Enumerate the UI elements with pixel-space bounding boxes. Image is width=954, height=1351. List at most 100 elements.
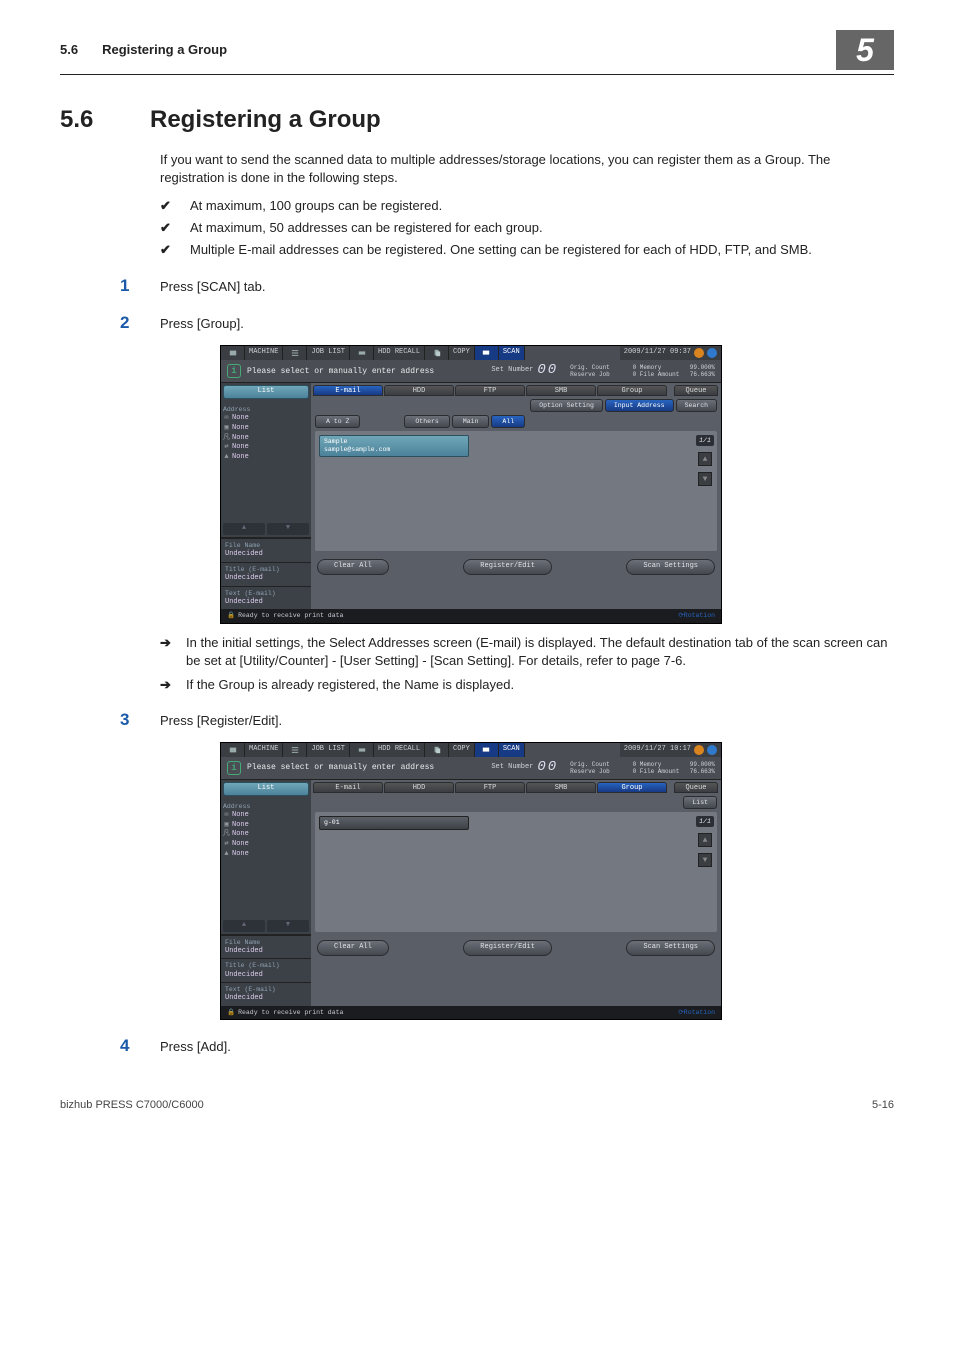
file-name-value: Undecided: [225, 550, 307, 560]
dest-tab-queue[interactable]: Queue: [674, 782, 718, 793]
clear-all-button[interactable]: Clear All: [317, 559, 389, 575]
smb-icon: ⇄: [223, 840, 230, 850]
addr-line: ✉None: [223, 414, 309, 424]
tab-copy-icon[interactable]: [425, 743, 449, 757]
group-list-button[interactable]: List: [683, 796, 717, 809]
help-orange-icon[interactable]: [694, 348, 704, 358]
dest-tab-smb[interactable]: SMB: [526, 385, 596, 396]
tab-scan[interactable]: SCAN: [499, 743, 525, 757]
list-button[interactable]: List: [223, 782, 309, 796]
help-blue-icon[interactable]: [707, 745, 717, 755]
dest-tab-email[interactable]: E-mail: [313, 782, 383, 793]
status-bar: 🔒 Ready to receive print data ⟳Rotation: [221, 609, 721, 622]
tab-joblist[interactable]: JOB LIST: [307, 743, 350, 757]
tab-copy[interactable]: COPY: [449, 346, 475, 360]
page-indicator: 1/1: [696, 816, 714, 827]
tab-hdd-icon[interactable]: [350, 346, 374, 360]
hdd-icon: ▣: [223, 424, 230, 434]
dest-tab-group[interactable]: Group: [597, 385, 667, 396]
step-text: Press [Group].: [160, 315, 894, 333]
tab-machine-icon[interactable]: [221, 743, 245, 757]
address-label: Address: [223, 405, 309, 414]
scroll-down-button[interactable]: ▼: [698, 472, 712, 486]
tab-machine[interactable]: MACHINE: [245, 346, 283, 360]
stat-label: Orig. Count: [570, 364, 622, 371]
register-edit-button[interactable]: Register/Edit: [463, 940, 552, 956]
help-orange-icon[interactable]: [694, 745, 704, 755]
tab-hdd-recall[interactable]: HDD RECALL: [374, 346, 425, 360]
stat-value: 76.663%: [690, 768, 715, 775]
filter-main-button[interactable]: Main: [452, 415, 490, 428]
stat-label: Orig. Count: [570, 761, 622, 768]
email-text-value: Undecided: [225, 994, 307, 1004]
tab-joblist-icon[interactable]: [283, 743, 307, 757]
check-item: At maximum, 50 addresses can be register…: [190, 219, 543, 237]
addr-value: None: [232, 811, 249, 821]
clock-area: 2009/11/27 09:37: [620, 346, 721, 360]
dest-tab-smb[interactable]: SMB: [526, 782, 596, 793]
addr-value: None: [232, 830, 249, 840]
arrow-icon: ➔: [160, 676, 186, 694]
tab-machine-icon[interactable]: [221, 346, 245, 360]
input-address-button[interactable]: Input Address: [605, 399, 674, 412]
tab-scan[interactable]: SCAN: [499, 346, 525, 360]
help-blue-icon[interactable]: [707, 348, 717, 358]
dest-tabs: E-mail HDD FTP SMB Group Queue: [311, 780, 721, 793]
info-icon: i: [227, 761, 241, 775]
scroll-down-button[interactable]: ▼: [267, 523, 309, 535]
check-list: ✔At maximum, 100 groups can be registere…: [160, 197, 894, 260]
scroll-up-button[interactable]: ▲: [223, 920, 265, 932]
filter-others-button[interactable]: Others: [404, 415, 449, 428]
arrow-icon: ➔: [160, 634, 186, 670]
stat-value: 99.000%: [690, 761, 715, 768]
check-icon: ✔: [160, 197, 190, 215]
step-number: 2: [120, 311, 160, 335]
tab-hdd-recall[interactable]: HDD RECALL: [374, 743, 425, 757]
group-small-icon: ▲: [223, 850, 230, 860]
chapter-number-box: 5: [836, 30, 894, 70]
tab-scan-icon[interactable]: [475, 346, 499, 360]
tab-joblist-icon[interactable]: [283, 346, 307, 360]
register-edit-button[interactable]: Register/Edit: [463, 559, 552, 575]
dest-tab-ftp[interactable]: FTP: [455, 782, 525, 793]
tab-hdd-icon[interactable]: [350, 743, 374, 757]
group-entry[interactable]: g-01: [319, 816, 469, 830]
clear-all-button[interactable]: Clear All: [317, 940, 389, 956]
addr-value: None: [232, 434, 249, 444]
tab-copy-icon[interactable]: [425, 346, 449, 360]
file-name-label: File Name: [225, 541, 307, 550]
filter-all-button[interactable]: All: [491, 415, 525, 428]
scroll-up-button[interactable]: ▲: [698, 833, 712, 847]
tab-copy[interactable]: COPY: [449, 743, 475, 757]
scan-settings-button[interactable]: Scan Settings: [626, 940, 715, 956]
dest-tab-ftp[interactable]: FTP: [455, 385, 525, 396]
search-button[interactable]: Search: [676, 399, 717, 412]
stat-value: 0: [622, 371, 636, 378]
smb-icon: ⇄: [223, 443, 230, 453]
stat-label: File Amount: [640, 371, 690, 378]
dest-tab-hdd[interactable]: HDD: [384, 385, 454, 396]
entry-name: Sample: [324, 438, 464, 446]
dest-tab-hdd[interactable]: HDD: [384, 782, 454, 793]
scroll-up-button[interactable]: ▲: [698, 452, 712, 466]
address-entry[interactable]: Sample sample@sample.com: [319, 435, 469, 457]
left-panel: List Address ✉None ▣None 凡None ⇄None ▲No…: [221, 780, 311, 934]
tab-joblist[interactable]: JOB LIST: [307, 346, 350, 360]
mail-icon: ✉: [223, 414, 230, 424]
dest-tab-group[interactable]: Group: [597, 782, 667, 793]
dest-tab-queue[interactable]: Queue: [674, 385, 718, 396]
option-setting-button[interactable]: Option Setting: [530, 399, 603, 412]
stat-value: 99.000%: [690, 364, 715, 371]
tab-scan-icon[interactable]: [475, 743, 499, 757]
scroll-down-button[interactable]: ▼: [698, 853, 712, 867]
list-button[interactable]: List: [223, 385, 309, 399]
tab-machine[interactable]: MACHINE: [245, 743, 283, 757]
scan-settings-button[interactable]: Scan Settings: [626, 559, 715, 575]
scroll-down-button[interactable]: ▼: [267, 920, 309, 932]
scroll-up-button[interactable]: ▲: [223, 523, 265, 535]
dest-tab-email[interactable]: E-mail: [313, 385, 383, 396]
step-text: Press [Register/Edit].: [160, 712, 894, 730]
filter-atoz-button[interactable]: A to Z: [315, 415, 360, 428]
step-number: 3: [120, 708, 160, 732]
check-item: Multiple E-mail addresses can be registe…: [190, 241, 812, 259]
